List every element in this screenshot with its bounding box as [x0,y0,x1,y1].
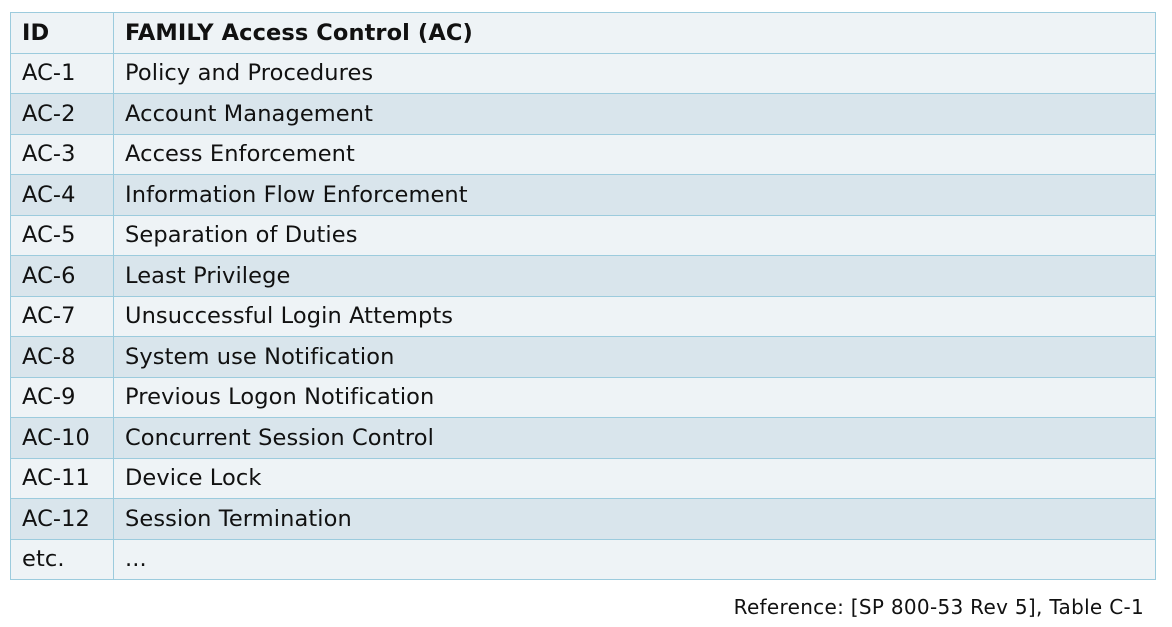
control-id: AC-12 [10,498,114,540]
control-name: Account Management [113,93,1156,135]
control-name: Least Privilege [113,255,1156,297]
control-id: AC-8 [10,336,114,378]
control-name: Policy and Procedures [113,52,1156,94]
control-name: Session Termination [113,498,1156,540]
table-row: AC-1 Policy and Procedures [10,52,1156,94]
table-row: etc. ... [10,538,1156,580]
table-body: AC-1 Policy and Procedures AC-2 Account … [10,52,1156,580]
header-family: FAMILY Access Control (AC) [113,12,1156,54]
reference-note: Reference: [SP 800-53 Rev 5], Table C-1 [733,595,1144,619]
control-id: AC-9 [10,376,114,418]
table-row: AC-9 Previous Logon Notification [10,376,1156,418]
table-row: AC-5 Separation of Duties [10,214,1156,256]
table-row: AC-10 Concurrent Session Control [10,417,1156,459]
table-row: AC-7 Unsuccessful Login Attempts [10,295,1156,337]
control-id: AC-11 [10,457,114,499]
control-id: AC-1 [10,52,114,94]
control-name: System use Notification [113,336,1156,378]
control-name: Concurrent Session Control [113,417,1156,459]
control-id: AC-6 [10,255,114,297]
table-row: AC-4 Information Flow Enforcement [10,174,1156,216]
control-id: AC-5 [10,214,114,256]
control-id: AC-10 [10,417,114,459]
control-name: Previous Logon Notification [113,376,1156,418]
control-name: Separation of Duties [113,214,1156,256]
control-id: etc. [10,538,114,580]
table-row: AC-8 System use Notification [10,336,1156,378]
control-name: Device Lock [113,457,1156,499]
control-id: AC-2 [10,93,114,135]
control-name: Access Enforcement [113,133,1156,175]
table-row: AC-11 Device Lock [10,457,1156,499]
access-control-table: ID FAMILY Access Control (AC) AC-1 Polic… [10,12,1156,580]
control-id: AC-7 [10,295,114,337]
control-name: Information Flow Enforcement [113,174,1156,216]
table-row: AC-12 Session Termination [10,498,1156,540]
table-row: AC-6 Least Privilege [10,255,1156,297]
control-name: Unsuccessful Login Attempts [113,295,1156,337]
control-name: ... [113,538,1156,580]
header-id: ID [10,12,114,54]
control-id: AC-4 [10,174,114,216]
table-header-row: ID FAMILY Access Control (AC) [10,12,1156,54]
control-id: AC-3 [10,133,114,175]
table-row: AC-3 Access Enforcement [10,133,1156,175]
table-row: AC-2 Account Management [10,93,1156,135]
